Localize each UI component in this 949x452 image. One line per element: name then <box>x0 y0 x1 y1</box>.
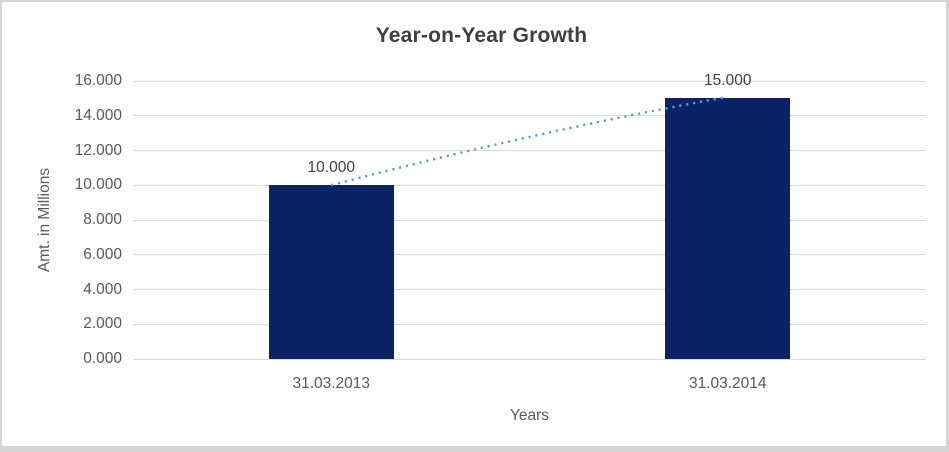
y-tick-label: 4.000 <box>83 280 122 298</box>
gridline <box>133 150 926 151</box>
y-tick-label: 10.000 <box>74 176 122 194</box>
gridline <box>133 115 926 117</box>
chart-title: Year-on-Year Growth <box>375 24 588 47</box>
gridline <box>133 289 926 290</box>
gridline <box>133 323 926 325</box>
bar-value-label: 15.000 <box>704 72 752 90</box>
y-tick-label: 16.000 <box>74 72 122 89</box>
gridline <box>133 184 926 186</box>
x-tick-label: 31.03.2014 <box>688 375 767 392</box>
gridline <box>133 358 926 360</box>
bar-value-label: 10.000 <box>307 159 355 177</box>
gridline <box>133 80 926 82</box>
x-tick-label: 31.03.2013 <box>292 375 371 392</box>
y-tick-label: 2.000 <box>83 315 122 333</box>
gridline <box>133 219 926 221</box>
bar <box>268 185 394 359</box>
y-tick-label: 14.000 <box>74 106 122 124</box>
x-axis-title: Years <box>509 407 550 424</box>
y-tick-label: 0.000 <box>83 350 122 367</box>
bar <box>665 98 791 359</box>
y-tick-label: 8.000 <box>83 211 122 228</box>
y-tick-label: 6.000 <box>83 245 122 263</box>
y-tick-label: 12.000 <box>74 141 122 159</box>
gridline <box>133 254 926 256</box>
